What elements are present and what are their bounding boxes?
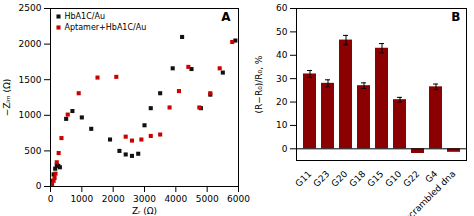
svg-text:6000: 6000 xyxy=(227,194,250,204)
svg-text:500: 500 xyxy=(24,146,41,156)
svg-text:0: 0 xyxy=(48,194,54,204)
svg-text:1500: 1500 xyxy=(19,75,42,85)
svg-text:HbA1C/Au: HbA1C/Au xyxy=(65,12,105,21)
svg-text:1000: 1000 xyxy=(70,194,93,204)
svg-text:60: 60 xyxy=(276,3,288,13)
svg-text:2000: 2000 xyxy=(19,39,42,49)
svg-text:G23: G23 xyxy=(311,169,331,189)
svg-text:2500: 2500 xyxy=(19,3,42,13)
svg-text:3000: 3000 xyxy=(133,194,156,204)
svg-text:0: 0 xyxy=(282,144,288,154)
svg-text:A: A xyxy=(221,10,231,24)
svg-text:0: 0 xyxy=(36,181,42,191)
svg-text:G18: G18 xyxy=(347,169,367,189)
svg-text:B: B xyxy=(451,10,460,24)
svg-text:5000: 5000 xyxy=(196,194,219,204)
svg-text:Zᵣ (Ω): Zᵣ (Ω) xyxy=(132,206,157,216)
svg-text:(R−R₀)/R₀, %: (R−R₀)/R₀, % xyxy=(254,55,264,113)
svg-text:−Zᵢₘ (Ω): −Zᵢₘ (Ω) xyxy=(2,79,12,117)
svg-text:G10: G10 xyxy=(383,169,403,189)
svg-text:G22: G22 xyxy=(401,169,421,189)
svg-text:G11: G11 xyxy=(293,169,313,189)
svg-text:10: 10 xyxy=(276,120,288,130)
svg-text:40: 40 xyxy=(276,50,288,60)
svg-text:30: 30 xyxy=(276,74,288,84)
svg-text:1000: 1000 xyxy=(19,110,42,120)
svg-text:Aptamer+HbA1C/Au: Aptamer+HbA1C/Au xyxy=(65,23,147,32)
svg-text:50: 50 xyxy=(276,27,288,37)
svg-text:scrambled dna: scrambled dna xyxy=(403,169,457,216)
svg-text:G20: G20 xyxy=(329,169,349,189)
svg-text:4000: 4000 xyxy=(164,194,187,204)
svg-text:2000: 2000 xyxy=(102,194,125,204)
svg-text:G15: G15 xyxy=(365,169,385,189)
svg-text:G4: G4 xyxy=(423,168,440,185)
svg-text:20: 20 xyxy=(276,97,288,107)
